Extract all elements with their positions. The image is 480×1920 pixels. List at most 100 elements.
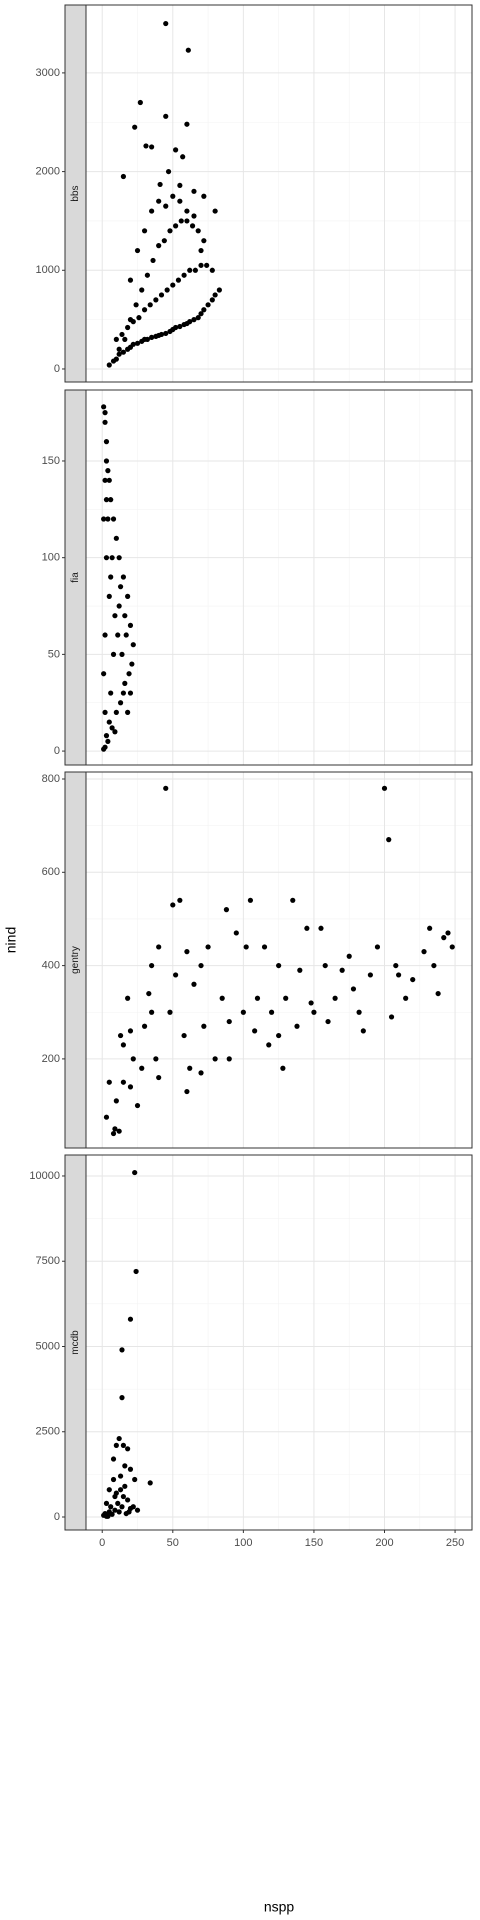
point bbox=[110, 1456, 117, 1462]
point bbox=[283, 995, 289, 1001]
point bbox=[134, 340, 141, 346]
point bbox=[115, 632, 121, 638]
y-tick-label: 7500 bbox=[36, 1255, 60, 1267]
point bbox=[116, 346, 122, 352]
point bbox=[308, 1000, 314, 1006]
point bbox=[116, 603, 122, 609]
point bbox=[195, 228, 201, 234]
panel-background bbox=[86, 5, 472, 382]
point bbox=[127, 1084, 134, 1090]
panel-background bbox=[86, 1155, 472, 1530]
point bbox=[122, 1483, 128, 1489]
point bbox=[360, 1028, 366, 1034]
point bbox=[106, 1487, 112, 1493]
y-tick-label: 0 bbox=[54, 1511, 60, 1523]
point bbox=[153, 1056, 159, 1062]
point bbox=[116, 1509, 122, 1515]
point bbox=[134, 1102, 141, 1109]
y-tick-label: 150 bbox=[42, 455, 60, 467]
strip bbox=[64, 4, 87, 383]
point bbox=[350, 986, 357, 992]
point bbox=[163, 20, 169, 27]
point bbox=[116, 1435, 122, 1442]
point bbox=[212, 1056, 218, 1062]
point bbox=[198, 247, 204, 254]
point bbox=[268, 1009, 275, 1015]
point bbox=[187, 1065, 193, 1071]
point bbox=[146, 990, 152, 997]
point bbox=[388, 1014, 395, 1020]
point bbox=[125, 324, 131, 331]
point bbox=[252, 1028, 258, 1034]
point bbox=[201, 1023, 207, 1029]
point bbox=[112, 1507, 118, 1513]
point bbox=[120, 173, 127, 180]
point bbox=[126, 671, 132, 677]
point bbox=[112, 1493, 118, 1500]
point bbox=[209, 267, 215, 273]
point bbox=[297, 967, 303, 973]
point bbox=[116, 555, 122, 561]
point bbox=[173, 972, 179, 978]
point bbox=[449, 944, 455, 950]
point bbox=[396, 972, 402, 978]
point bbox=[101, 516, 107, 522]
point bbox=[110, 1476, 117, 1483]
point bbox=[120, 1442, 127, 1448]
point bbox=[158, 292, 165, 298]
point bbox=[184, 1088, 190, 1095]
point bbox=[165, 168, 172, 175]
point bbox=[101, 671, 107, 677]
point bbox=[119, 1395, 125, 1401]
x-tick-label: 200 bbox=[375, 1537, 393, 1549]
point bbox=[175, 277, 182, 283]
point bbox=[445, 930, 451, 936]
point bbox=[170, 193, 176, 199]
point bbox=[113, 709, 119, 715]
point bbox=[125, 709, 131, 715]
point bbox=[103, 1114, 110, 1120]
point bbox=[163, 113, 169, 119]
point bbox=[187, 319, 193, 325]
point bbox=[109, 725, 115, 731]
point bbox=[102, 419, 108, 425]
point bbox=[127, 622, 134, 628]
point bbox=[156, 198, 162, 204]
point bbox=[187, 267, 193, 273]
point bbox=[123, 632, 129, 638]
point bbox=[219, 995, 225, 1001]
y-tick-label: 100 bbox=[42, 552, 60, 564]
point bbox=[134, 1507, 141, 1513]
strip bbox=[64, 1154, 87, 1531]
point bbox=[185, 47, 191, 53]
point bbox=[119, 651, 125, 657]
point bbox=[266, 1042, 272, 1048]
point bbox=[106, 1509, 112, 1515]
point bbox=[109, 555, 115, 561]
point bbox=[339, 967, 345, 973]
point bbox=[226, 1018, 232, 1025]
point bbox=[243, 944, 249, 950]
point bbox=[120, 1079, 127, 1085]
point bbox=[170, 902, 176, 908]
point bbox=[141, 228, 148, 234]
point bbox=[163, 330, 169, 337]
point bbox=[435, 990, 441, 997]
point bbox=[103, 1500, 110, 1506]
point bbox=[127, 1316, 134, 1322]
point bbox=[103, 439, 110, 445]
point bbox=[191, 188, 197, 194]
strip-label: bbs bbox=[70, 185, 81, 201]
point bbox=[374, 944, 381, 950]
point bbox=[149, 962, 155, 969]
strip-label: mcdb bbox=[70, 1330, 81, 1355]
point bbox=[149, 208, 155, 214]
point bbox=[191, 317, 197, 323]
point bbox=[212, 208, 218, 214]
point bbox=[103, 497, 110, 503]
point bbox=[122, 1463, 128, 1469]
point bbox=[254, 995, 261, 1001]
point bbox=[276, 1032, 282, 1039]
point bbox=[113, 1442, 119, 1448]
point bbox=[410, 976, 416, 983]
